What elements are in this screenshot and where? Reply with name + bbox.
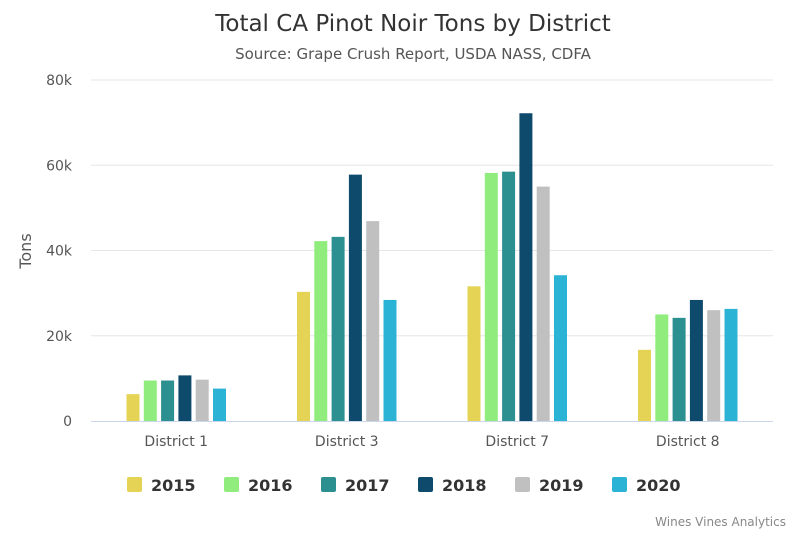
x-tick-label: District 8 [656, 434, 720, 450]
bar-2015-district-8[interactable] [638, 349, 651, 421]
x-tick-label: District 1 [144, 434, 208, 450]
y-axis-title: Tons [16, 233, 35, 269]
bar-2017-district-8[interactable] [672, 317, 686, 421]
legend-label: 2016 [248, 476, 293, 495]
bar-2015-district-3[interactable] [297, 291, 310, 421]
chart-title: Total CA Pinot Noir Tons by District [214, 11, 611, 37]
bar-2018-district-8[interactable] [689, 299, 703, 421]
bar-2018-district-3[interactable] [348, 174, 362, 421]
legend: 2015 2016 2017 2018 2019 2020 [127, 476, 681, 495]
bar-2016-district-8[interactable] [655, 314, 669, 421]
legend-item-2018[interactable]: 2018 [418, 476, 487, 495]
x-tick-label: District 7 [485, 434, 549, 450]
bar-2019-district-3[interactable] [366, 221, 380, 421]
legend-swatch [515, 477, 530, 492]
legend-label: 2020 [636, 476, 681, 495]
legend-label: 2019 [539, 476, 584, 495]
y-tick-label: 80k [46, 73, 73, 89]
bar-2019-district-8[interactable] [707, 310, 721, 421]
legend-label: 2015 [151, 476, 196, 495]
bar-2017-district-7[interactable] [502, 171, 516, 421]
bar-2015-district-7[interactable] [467, 286, 481, 421]
bar-2016-district-1[interactable] [143, 380, 157, 421]
legend-item-2019[interactable]: 2019 [515, 476, 584, 495]
bar-2017-district-3[interactable] [331, 236, 345, 421]
chart-subtitle: Source: Grape Crush Report, USDA NASS, C… [235, 45, 591, 63]
legend-swatch [418, 477, 433, 492]
bar-2019-district-7[interactable] [536, 186, 550, 421]
x-tick-label: District 3 [315, 434, 379, 450]
bar-2019-district-1[interactable] [195, 379, 209, 421]
x-axis-ticks: District 1 District 3 District 7 District 8 [144, 434, 719, 450]
y-tick-label: 20k [46, 329, 73, 345]
credits[interactable]: Wines Vines Analytics [655, 515, 786, 529]
y-tick-label: 0 [63, 414, 72, 430]
legend-swatch [321, 477, 336, 492]
bar-2020-district-7[interactable] [554, 275, 567, 421]
bar-2016-district-3[interactable] [314, 241, 328, 421]
legend-item-2020[interactable]: 2020 [612, 476, 681, 495]
legend-label: 2018 [442, 476, 487, 495]
bar-2015-district-1[interactable] [126, 394, 140, 421]
bar-2020-district-1[interactable] [213, 388, 226, 421]
legend-swatch [224, 477, 239, 492]
bars [126, 113, 738, 421]
legend-item-2017[interactable]: 2017 [321, 476, 390, 495]
legend-item-2016[interactable]: 2016 [224, 476, 293, 495]
bar-2018-district-1[interactable] [178, 375, 192, 421]
y-tick-label: 60k [46, 158, 73, 174]
bar-2020-district-3[interactable] [383, 299, 397, 421]
legend-item-2015[interactable]: 2015 [127, 476, 196, 495]
legend-label: 2017 [345, 476, 390, 495]
bar-2017-district-1[interactable] [161, 380, 175, 421]
bar-2018-district-7[interactable] [519, 113, 533, 421]
bar-2020-district-8[interactable] [724, 308, 738, 421]
legend-swatch [612, 477, 627, 492]
legend-swatch [127, 477, 142, 492]
y-axis-ticks: 0 20k 40k 60k 80k [46, 73, 73, 430]
bar-2016-district-7[interactable] [484, 172, 498, 421]
y-tick-label: 40k [46, 244, 73, 260]
gridlines [91, 79, 773, 337]
